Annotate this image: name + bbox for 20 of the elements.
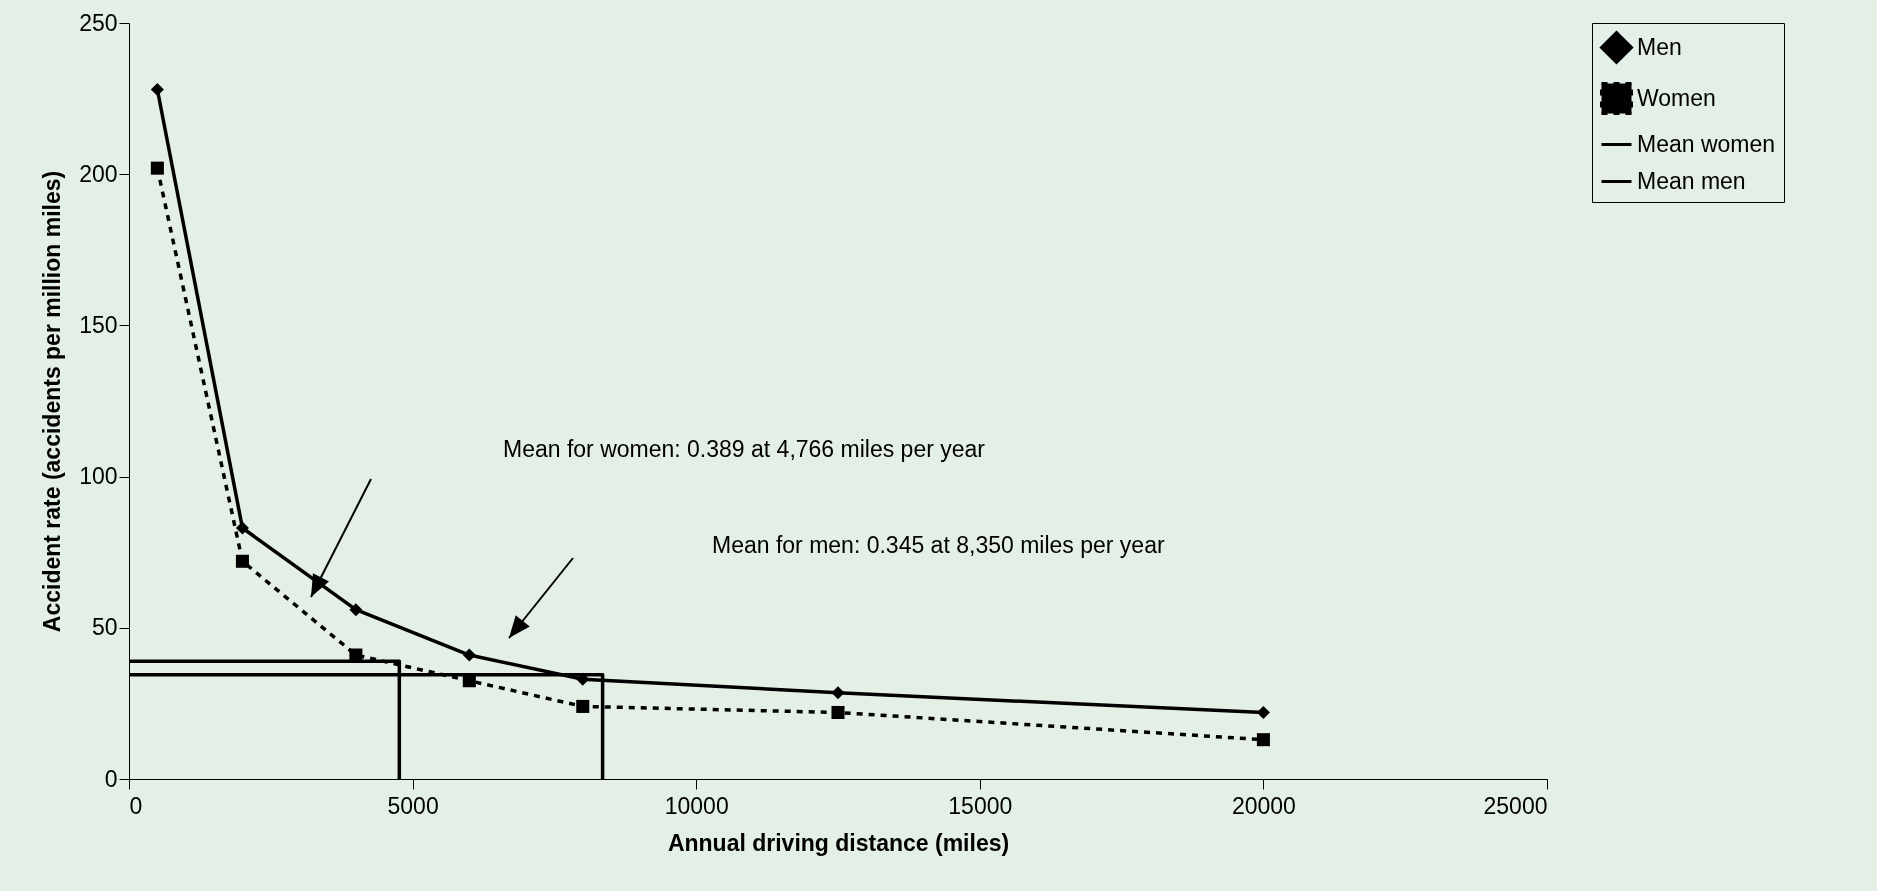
- legend-label: Women: [1637, 84, 1716, 111]
- y-tick-label: 0: [104, 765, 118, 792]
- y-tick-label: 200: [79, 160, 118, 187]
- y-tick-label: 250: [79, 9, 118, 36]
- annotation: Mean for women: 0.389 at 4,766 miles per year: [503, 436, 986, 462]
- legend-label: Mean women: [1637, 130, 1776, 157]
- legend-label: Mean men: [1637, 167, 1746, 194]
- x-tick-label: 0: [129, 792, 143, 819]
- annotation: Mean for men: 0.345 at 8,350 miles per year: [712, 532, 1165, 558]
- x-tick-label: 15000: [948, 792, 1013, 819]
- y-tick-label: 100: [79, 463, 118, 490]
- legend-label: Men: [1637, 33, 1682, 60]
- x-tick-label: 10000: [664, 792, 729, 819]
- x-tick-label: 20000: [1231, 792, 1296, 819]
- y-tick-label: 150: [79, 311, 118, 338]
- x-tick-label: 25000: [1483, 792, 1548, 819]
- y-tick-label: 50: [91, 614, 118, 641]
- y-axis-title: Accident rate (accidents per million miles): [39, 170, 66, 633]
- x-tick-label: 5000: [387, 792, 439, 819]
- x-axis-title: Annual driving distance (miles): [667, 829, 1010, 856]
